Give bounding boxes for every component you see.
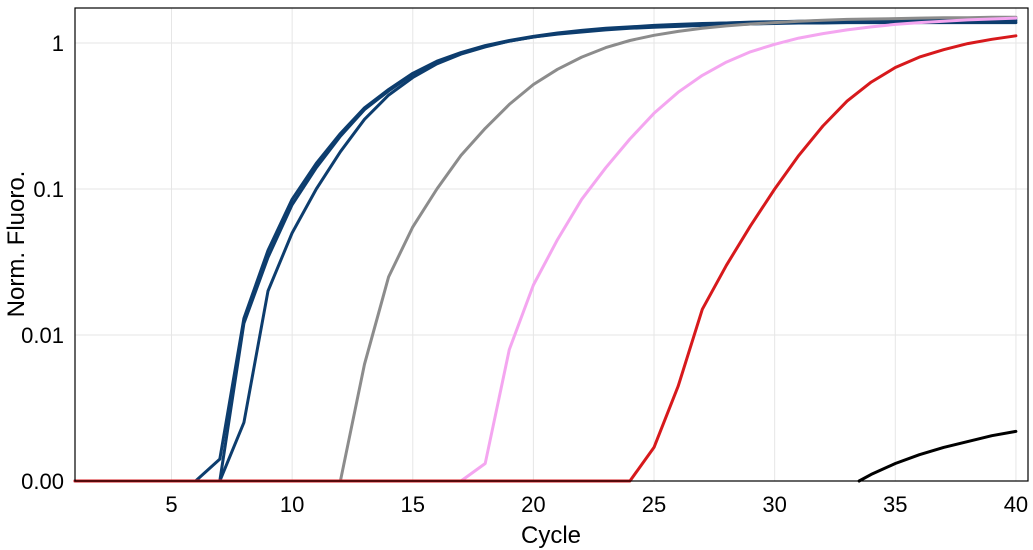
x-tick-label: 25 [642, 492, 666, 517]
series-line-3 [73, 19, 1018, 483]
series-line-4 [73, 15, 1018, 483]
y-tick-label: 1 [52, 31, 64, 56]
series-line-5 [73, 16, 1018, 483]
plot-frame [74, 7, 1029, 482]
x-tick-label: 35 [883, 492, 907, 517]
y-axis-title: Norm. Fluoro. [3, 171, 30, 318]
x-tick-label: 15 [401, 492, 425, 517]
y-tick-label: 0.1 [33, 177, 64, 202]
x-axis-title: Cycle [521, 522, 581, 549]
series-layer [73, 15, 1018, 483]
y-tick-label: 0.01 [21, 323, 64, 348]
series-line-2 [73, 21, 1018, 483]
series-line-6 [73, 34, 1018, 483]
y-tick-label: 0.00 [21, 469, 64, 494]
ticks-layer: 5 10 15 20 25 30 35 40 0.00 0.01 0.1 1 [21, 31, 1028, 517]
x-tick-label: 5 [165, 492, 177, 517]
x-tick-label: 40 [1004, 492, 1028, 517]
x-tick-label: 20 [521, 492, 545, 517]
grid-layer [75, 8, 1028, 481]
x-tick-label: 10 [280, 492, 304, 517]
series-line-7 [857, 429, 1018, 483]
series-line-1 [73, 17, 1018, 483]
x-tick-label: 30 [762, 492, 786, 517]
